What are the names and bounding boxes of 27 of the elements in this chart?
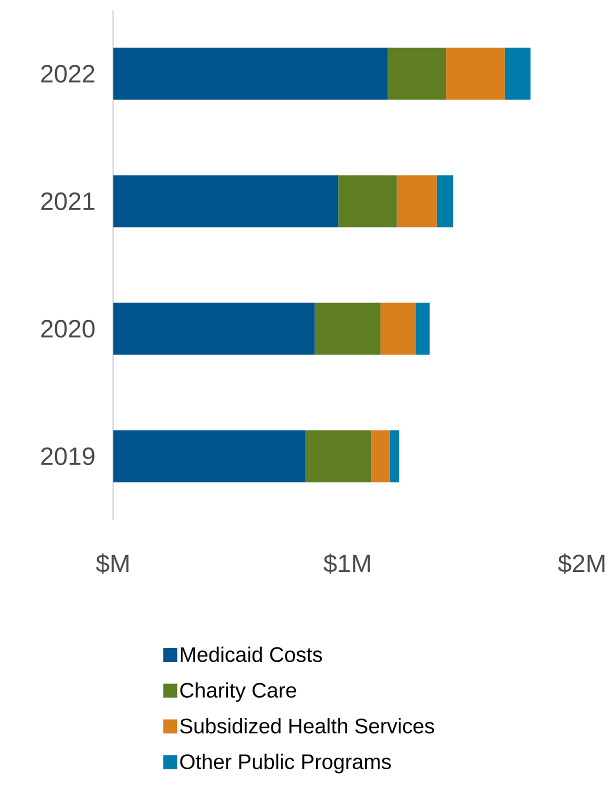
y-tick-label: 2019 [41, 447, 94, 466]
bar [113, 430, 306, 482]
bar [113, 175, 338, 228]
bar [113, 48, 388, 100]
x-tick-label: $1M [324, 554, 370, 574]
y-tick-label: 2022 [41, 64, 94, 83]
bar [390, 430, 400, 482]
bar [380, 302, 416, 355]
bar [371, 430, 390, 482]
bar [338, 175, 397, 228]
y-tick-label: 2020 [41, 320, 95, 338]
x-tick-label: $M [96, 554, 128, 574]
bar [314, 302, 380, 355]
legend-label: Medicaid Costs [180, 646, 322, 662]
bar [396, 175, 437, 228]
bar [446, 48, 505, 100]
legend-label: Subsidized Health Services [180, 718, 434, 734]
bar [387, 48, 446, 100]
legend-label: Charity Care [180, 682, 296, 702]
bar [305, 430, 372, 482]
bar [416, 302, 430, 355]
bar [504, 48, 530, 100]
y-tick-label: 2021 [41, 192, 94, 210]
x-tick-label: $2M [558, 554, 604, 574]
legend-label: Other Public Programs [180, 754, 391, 774]
bar [113, 302, 315, 355]
bar [436, 175, 454, 228]
